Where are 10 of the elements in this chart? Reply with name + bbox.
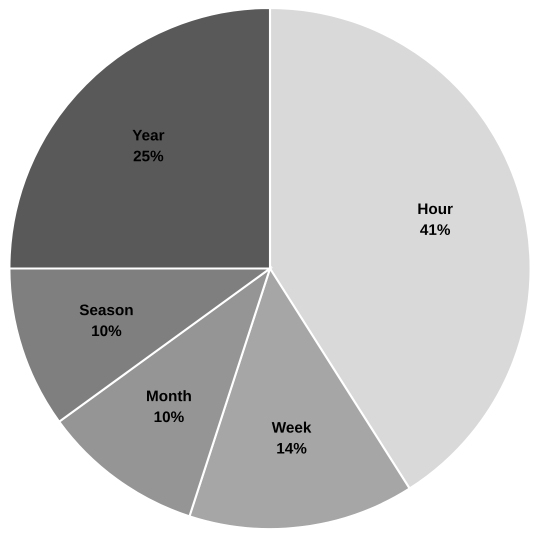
data-label: 41% xyxy=(420,224,450,236)
slice-label: Week xyxy=(272,422,312,433)
slice-label: Year xyxy=(132,130,164,141)
slice-label: Hour xyxy=(418,204,453,214)
slice-label: Season xyxy=(80,304,133,316)
data-label: 10% xyxy=(92,325,122,336)
data-label: 25% xyxy=(134,150,164,162)
slice-label: Month xyxy=(147,390,191,402)
data-label: 10% xyxy=(154,411,184,422)
data-label: 14% xyxy=(277,442,306,454)
